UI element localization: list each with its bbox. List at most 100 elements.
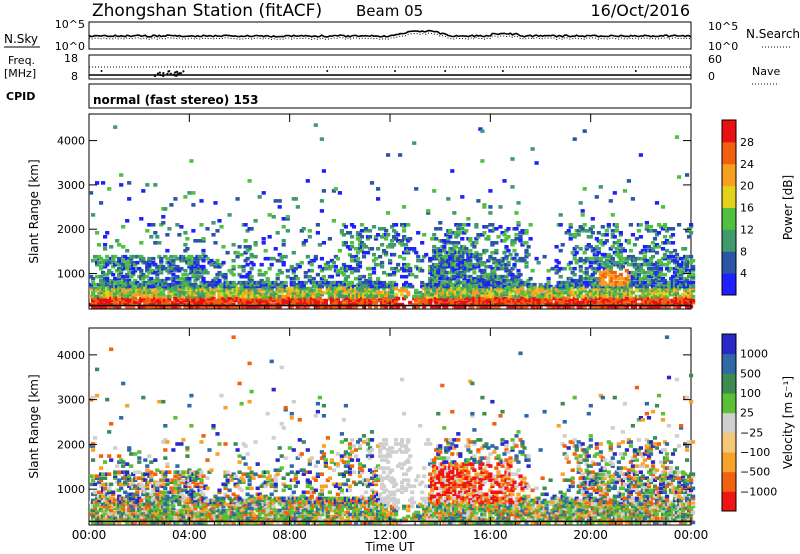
data-cell — [131, 512, 136, 517]
data-cell — [677, 175, 682, 179]
data-cell — [145, 304, 150, 309]
data-cell — [131, 260, 136, 265]
data-cell — [620, 302, 625, 307]
data-cell — [388, 296, 393, 301]
data-cell — [452, 248, 457, 253]
data-cell — [183, 284, 188, 289]
data-cell — [205, 510, 210, 515]
data-cell — [127, 197, 132, 201]
data-cell — [540, 292, 545, 297]
data-cell — [656, 298, 662, 303]
data-cell — [642, 262, 647, 267]
data-cell — [582, 223, 587, 227]
data-cell — [670, 254, 676, 259]
data-cell — [578, 290, 583, 295]
data-cell — [432, 233, 437, 237]
data-cell — [165, 514, 170, 519]
nave-dip-point — [175, 70, 179, 73]
data-cell — [181, 254, 186, 259]
data-cell — [564, 298, 569, 303]
data-cell — [321, 274, 326, 279]
data-cell — [185, 500, 190, 505]
nsearch-tick-low: 10^0 — [708, 40, 738, 53]
data-cell — [582, 129, 587, 133]
data-cell — [141, 256, 146, 261]
data-cell — [446, 197, 451, 201]
colorbar-segment — [722, 273, 736, 296]
data-cell — [209, 516, 214, 521]
data-cell — [157, 280, 162, 285]
data-cell — [550, 266, 555, 271]
data-cell — [367, 229, 373, 233]
data-cell — [161, 292, 166, 297]
data-cell — [432, 248, 437, 253]
data-cell — [512, 239, 517, 243]
data-cell — [117, 296, 122, 301]
data-cell — [197, 472, 202, 476]
data-cell — [197, 468, 202, 472]
data-cell — [554, 270, 559, 275]
data-cell — [289, 264, 294, 269]
data-cell — [636, 256, 641, 261]
data-cell — [105, 254, 110, 259]
data-cell — [251, 262, 256, 267]
data-cell — [691, 298, 696, 303]
data-cell — [119, 260, 124, 265]
nsky-curves — [88, 29, 692, 41]
data-cell — [490, 298, 495, 303]
nsky-tick-low: 10^0 — [55, 40, 85, 53]
data-cell — [95, 294, 100, 299]
data-cell — [193, 512, 198, 517]
data-cell — [666, 256, 672, 261]
data-cell — [402, 282, 407, 287]
data-cell — [490, 243, 495, 247]
data-cell — [199, 280, 204, 285]
data-cell — [367, 304, 373, 309]
data-cell — [107, 504, 112, 509]
data-cell — [496, 304, 501, 309]
data-cell — [496, 235, 501, 239]
data-cell — [636, 296, 641, 301]
data-cell — [153, 241, 158, 245]
data-cell — [430, 304, 435, 309]
data-cell — [165, 256, 170, 261]
data-cell — [492, 272, 497, 277]
data-cell — [656, 282, 662, 287]
data-cell — [392, 243, 397, 247]
data-cell — [572, 252, 577, 257]
data-cell — [243, 290, 248, 295]
data-cell — [482, 205, 487, 209]
data-cell — [129, 452, 134, 456]
data-cell — [500, 260, 505, 265]
data-cell — [462, 223, 467, 227]
data-cell — [109, 302, 114, 307]
data-cell — [584, 284, 589, 289]
data-cell — [367, 235, 373, 239]
data-cell — [311, 280, 316, 285]
nave-point — [100, 70, 103, 72]
data-cell — [117, 494, 122, 499]
data-cell — [390, 225, 395, 229]
data-cell — [516, 268, 521, 273]
data-cell — [99, 300, 104, 305]
data-cell — [111, 272, 116, 277]
data-cell — [207, 470, 212, 474]
data-cell — [422, 304, 427, 309]
data-cell — [460, 256, 465, 261]
data-cell — [608, 268, 613, 273]
data-cell — [135, 260, 140, 265]
data-cell — [404, 288, 409, 293]
data-cell — [119, 510, 124, 515]
data-cell — [145, 268, 150, 273]
data-cell — [253, 288, 258, 293]
data-cell — [504, 266, 509, 271]
data-cell — [103, 294, 108, 299]
data-cell — [171, 504, 176, 509]
data-cell — [638, 223, 643, 227]
data-cell — [203, 506, 208, 511]
data-cell — [171, 512, 176, 517]
data-cell — [504, 274, 509, 279]
data-cell — [313, 300, 318, 305]
data-cell — [602, 241, 607, 245]
data-cell — [145, 266, 150, 271]
